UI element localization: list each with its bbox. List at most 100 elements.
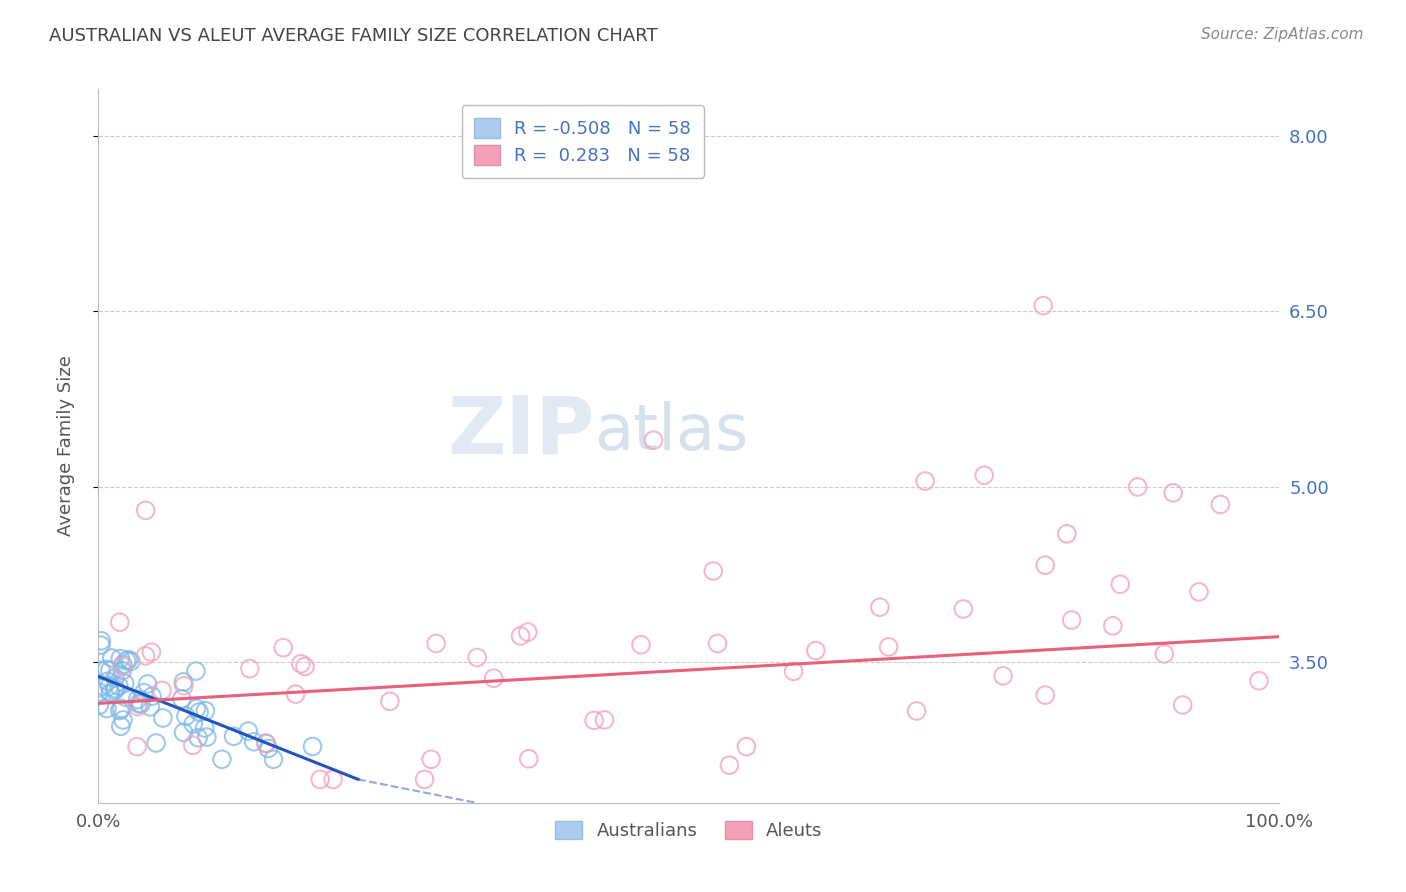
Point [1056,526,1078,541]
Point [1060,613,1083,627]
Text: Source: ZipAtlas.com: Source: ZipAtlas.com [1201,27,1364,42]
Point [309,772,332,787]
Point [127,692,149,706]
Point [110,651,132,665]
Point [1153,647,1175,661]
Point [100,651,122,665]
Point [718,758,741,772]
Point [271,640,294,655]
Point [294,659,316,673]
Point [1032,299,1054,313]
Point [211,752,233,766]
Point [172,675,194,690]
Point [516,625,538,640]
Point [194,704,217,718]
Point [1033,688,1056,702]
Text: ZIP: ZIP [447,392,595,471]
Point [89,698,111,713]
Point [222,729,245,743]
Point [735,739,758,754]
Point [322,772,344,787]
Point [173,725,195,739]
Point [991,669,1014,683]
Point [1101,619,1123,633]
Point [141,690,163,704]
Point [97,674,120,689]
Point [905,704,928,718]
Point [170,691,193,706]
Point [103,683,125,698]
Point [125,739,148,754]
Point [914,474,936,488]
Text: atlas: atlas [595,401,749,463]
Point [378,694,401,708]
Point [186,701,208,715]
Point [254,736,277,750]
Point [869,600,891,615]
Point [630,638,652,652]
Point [702,564,724,578]
Point [301,739,323,754]
Point [134,648,156,663]
Point [110,701,132,715]
Point [593,713,616,727]
Point [290,657,312,671]
Point [1126,480,1149,494]
Point [135,503,157,517]
Point [136,677,159,691]
Point [96,662,118,676]
Point [238,724,260,739]
Point [115,654,138,668]
Point [128,697,150,711]
Point [150,683,173,698]
Point [509,629,531,643]
Point [139,699,162,714]
Point [114,690,136,705]
Point [132,686,155,700]
Point [111,659,134,673]
Point [111,657,134,672]
Point [188,705,211,719]
Point [141,645,163,659]
Legend: Australians, Aleuts: Australians, Aleuts [548,814,830,847]
Point [425,636,447,650]
Point [517,752,540,766]
Point [152,711,174,725]
Point [1161,485,1184,500]
Point [643,433,665,447]
Point [108,615,131,630]
Point [93,680,115,694]
Point [96,701,118,715]
Point [108,704,131,718]
Point [263,752,285,766]
Point [90,664,112,678]
Point [1109,577,1132,591]
Point [1209,498,1232,512]
Point [98,679,121,693]
Point [1247,673,1270,688]
Point [120,654,142,668]
Point [117,653,139,667]
Y-axis label: Average Family Size: Average Family Size [56,356,75,536]
Point [187,731,209,745]
Point [257,741,280,756]
Point [195,730,218,744]
Point [1188,585,1211,599]
Point [952,602,974,616]
Point [194,721,217,735]
Point [90,638,112,652]
Point [242,735,264,749]
Point [100,686,122,700]
Point [112,713,135,727]
Point [254,737,277,751]
Point [1033,558,1056,573]
Point [1171,698,1194,712]
Point [108,679,131,693]
Text: AUSTRALIAN VS ALEUT AVERAGE FAMILY SIZE CORRELATION CHART: AUSTRALIAN VS ALEUT AVERAGE FAMILY SIZE … [49,27,658,45]
Point [87,685,110,699]
Point [110,719,132,733]
Point [104,671,127,685]
Point [413,772,436,787]
Point [482,671,505,685]
Point [804,643,827,657]
